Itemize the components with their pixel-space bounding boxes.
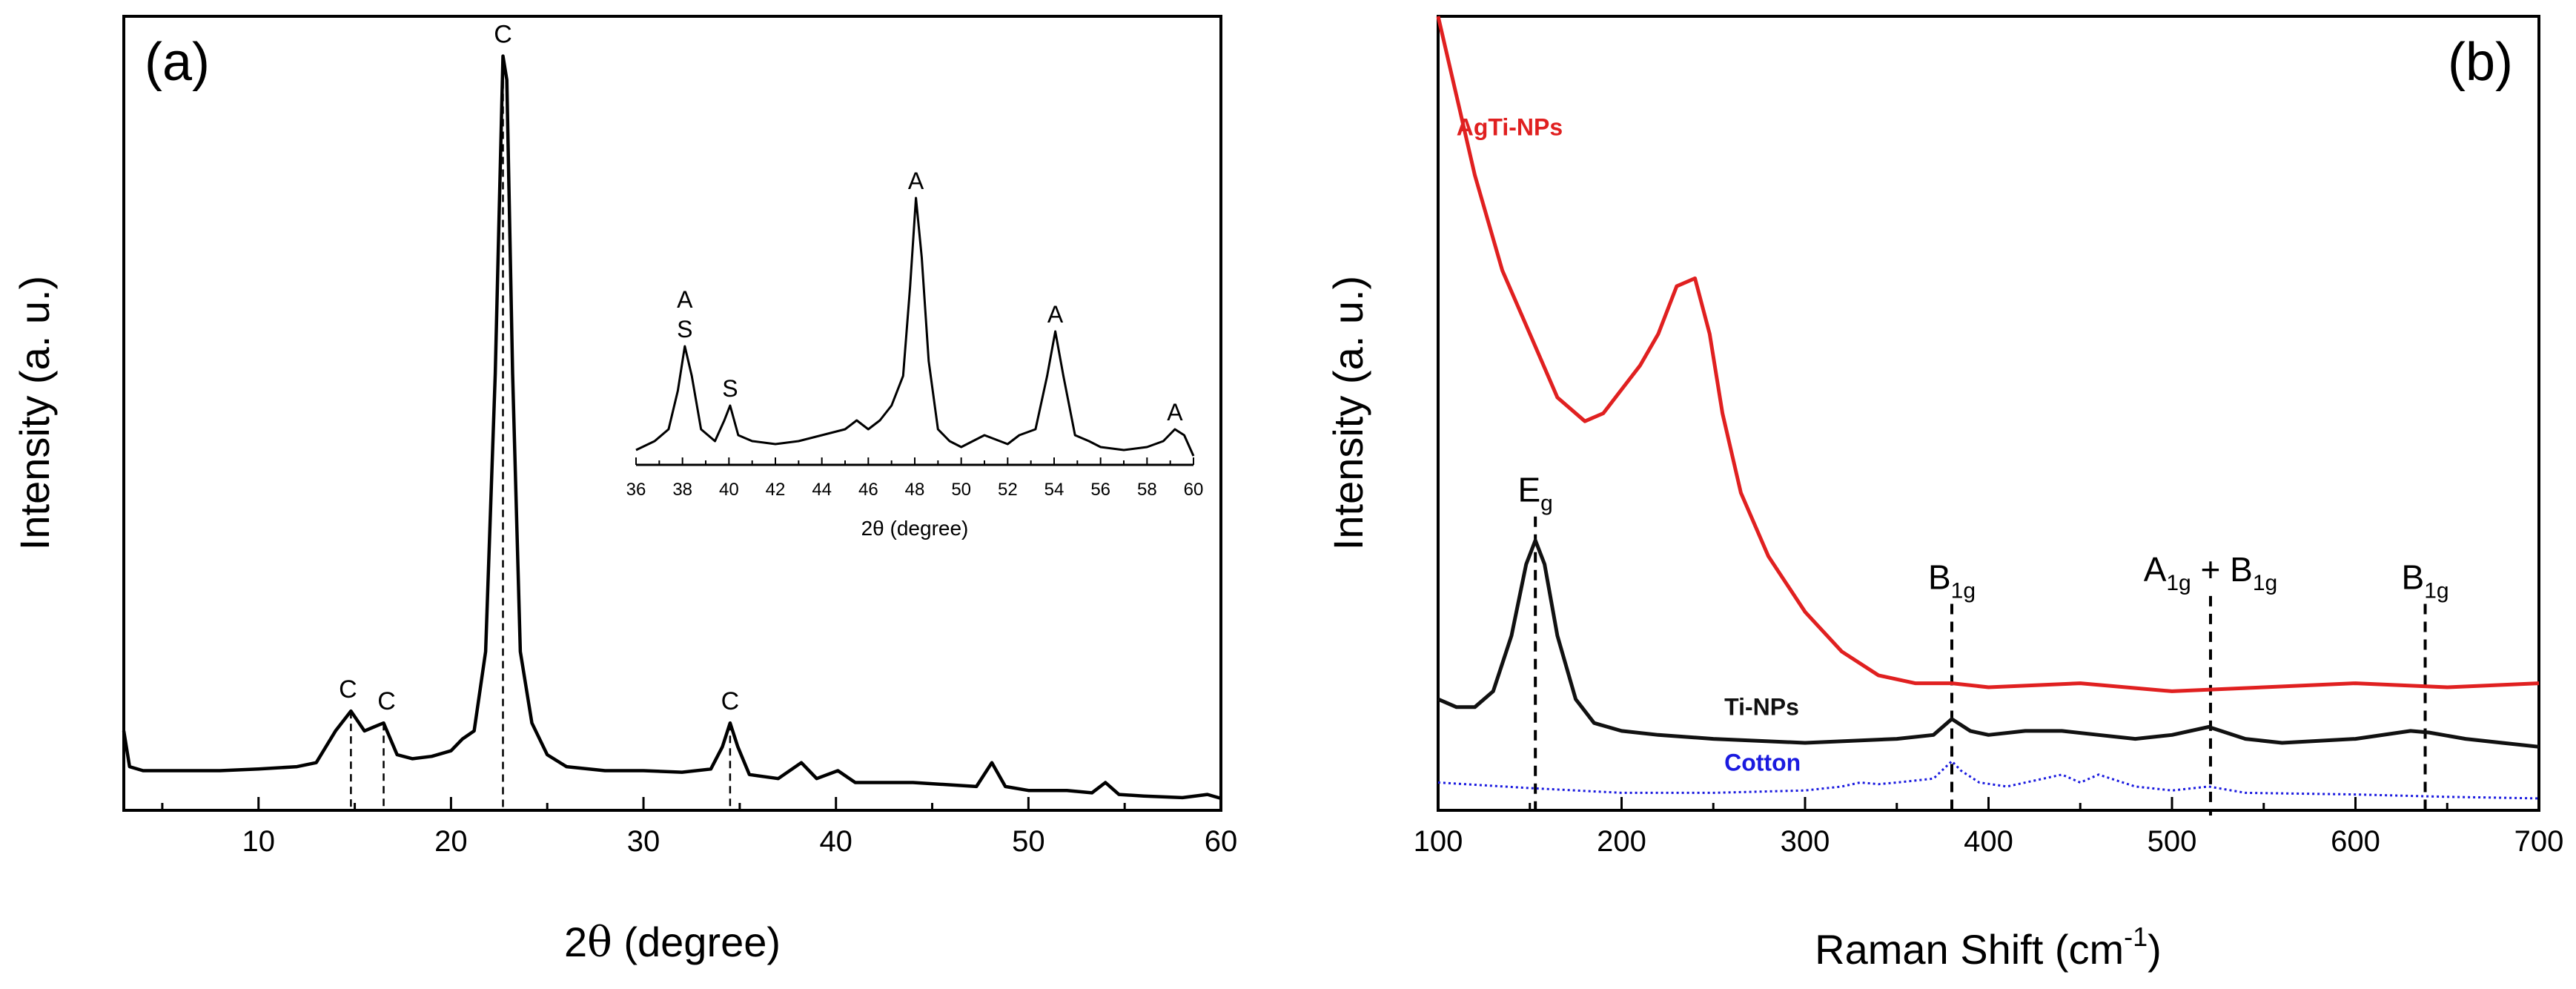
panel-a-x-axis-label: 2θ (degree) (564, 919, 781, 967)
panel-b-x-label-post: ) (2148, 926, 2162, 973)
x-tick-label: 30 (627, 825, 660, 858)
inset-peak-label: A (908, 168, 924, 194)
peak-label: C (377, 687, 396, 715)
xrd-curve (122, 54, 1222, 801)
band-label-sub: 1g (2166, 571, 2191, 595)
band-label-mid: + B (2191, 550, 2253, 589)
peak-label: C (494, 21, 512, 49)
inset-x-tick-label: 44 (812, 480, 832, 500)
band-label-main: B (2402, 558, 2425, 597)
band-label-main: A (2144, 550, 2167, 589)
inset-x-tick-label: 50 (951, 480, 971, 500)
x-tick-label: 300 (1781, 825, 1830, 858)
x-tick-label: 10 (242, 825, 276, 858)
band-label: B1g (2402, 558, 2449, 603)
inset-peak-label: S (677, 316, 692, 343)
panel-a-peak-labels: C CCC (339, 21, 739, 716)
panel-b-x-label-pre: Raman Shift (cm (1815, 926, 2124, 973)
panel-a-frame (122, 15, 1222, 812)
peak-label: C (721, 687, 740, 715)
x-tick-label: 20 (434, 825, 468, 858)
band-label-sub: g (1540, 492, 1553, 516)
panel-a-x-label-pre: 2 (564, 919, 587, 965)
x-tick-label: 40 (819, 825, 852, 858)
panel-b-x-label-sup: -1 (2124, 922, 2148, 952)
raman-series-agti-nps (1436, 16, 2540, 693)
inset-x-tick-label: 42 (766, 480, 786, 500)
inset-x-ticks: 36 38 40 42 44 46 48 50 52 54 56 58 60 (626, 457, 1204, 500)
panel-a-x-label-theta: θ (587, 919, 612, 967)
band-label: A1g + B1g (2144, 550, 2278, 595)
inset-x-tick-label: 46 (858, 480, 878, 500)
band-label-sub2: 1g (2253, 571, 2277, 595)
x-tick-label: 100 (1414, 825, 1463, 858)
panel-b-x-axis-label: Raman Shift (cm-1) (1815, 922, 2162, 973)
x-tick-label: 60 (1205, 825, 1238, 858)
inset-peak-label: A (677, 286, 693, 313)
inset-peak-label: S (722, 375, 738, 402)
band-label-main: E (1517, 471, 1540, 509)
panel-b-series-labels: AgTi-NPs Ti-NPs Cotton (1457, 114, 1801, 776)
inset-peak-label: A (1047, 301, 1064, 328)
inset-peak-label: A (1167, 399, 1183, 426)
x-tick-label: 700 (2514, 825, 2564, 858)
band-label: B1g (1928, 558, 1976, 603)
inset-x-axis-label: 2θ (degree) (861, 517, 969, 540)
inset-x-tick-label: 38 (672, 480, 692, 500)
inset-x-tick-label: 54 (1044, 480, 1064, 500)
panel-a-x-ticks: 10 20 30 40 50 60 (161, 797, 1238, 858)
inset-x-tick-label: 60 (1184, 480, 1204, 500)
peak-label: C (339, 675, 357, 704)
panel-b-tag: (b) (2448, 33, 2513, 92)
series-label: AgTi-NPs (1457, 114, 1563, 141)
panel-a-y-axis-label: Intensity (a. u.) (11, 276, 58, 550)
raman-series-ti-nps (1437, 538, 2540, 749)
panel-a-x-label-post: (degree) (612, 919, 781, 965)
panel-b-reference-lines (1534, 516, 2427, 816)
panel-a: C CCC 10 20 30 40 50 60 (a) 2θ (degree) Intens… (11, 15, 1238, 967)
x-tick-label: 200 (1597, 825, 1646, 858)
x-tick-label: 400 (1964, 825, 2013, 858)
inset-x-tick-label: 40 (719, 480, 739, 500)
band-label-main: B (1928, 558, 1951, 597)
series-label: Cotton (1724, 749, 1801, 775)
inset-x-tick-label: 52 (998, 480, 1018, 500)
x-tick-label: 500 (2148, 825, 2197, 858)
x-tick-label: 600 (2331, 825, 2380, 858)
inset-xrd-curve (635, 196, 1195, 457)
band-label: Eg (1517, 471, 1552, 516)
inset-x-tick-label: 48 (905, 480, 925, 500)
inset-x-tick-label: 58 (1137, 480, 1157, 500)
band-label-sub: 1g (2424, 579, 2448, 603)
series-label: Ti-NPs (1724, 693, 1799, 720)
band-label-sub: 1g (1951, 579, 1976, 603)
inset-x-tick-label: 56 (1090, 480, 1110, 500)
x-tick-label: 50 (1012, 825, 1045, 858)
panel-b-x-ticks: 100 200 300 400 500 600 700 (1414, 797, 2564, 858)
inset-x-tick-label: 36 (626, 480, 646, 500)
panel-a-reference-lines (350, 56, 732, 810)
panel-b-y-axis-label: Intensity (a. u.) (1325, 276, 1371, 550)
raman-series-cotton (1437, 760, 2540, 800)
panel-a-tag: (a) (145, 33, 210, 92)
panel-b-series (1436, 16, 2540, 800)
